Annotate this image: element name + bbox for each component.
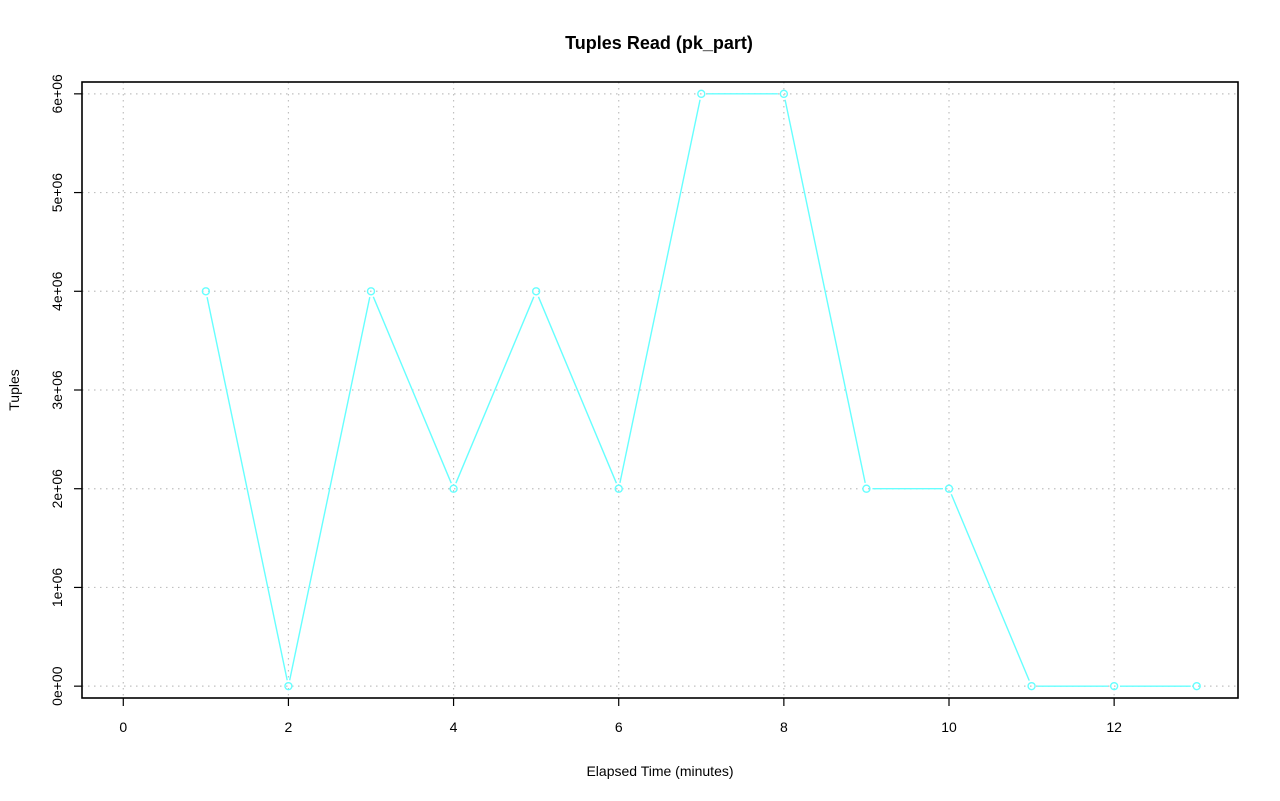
x-axis: 0 2 4 6 8 10 12	[119, 698, 1122, 735]
y-axis: 0e+00 1e+06 2e+06 3e+06 4e+06 5e+06 6e+06	[49, 74, 82, 706]
series-line-segment	[455, 296, 535, 484]
data-point	[779, 89, 789, 99]
y-tick-label: 3e+06	[49, 370, 65, 410]
series-line-segment	[288, 297, 371, 681]
x-tick-label: 10	[941, 719, 957, 735]
data-point	[284, 681, 293, 691]
x-tick-label: 6	[615, 719, 623, 735]
series-line-segment	[784, 99, 866, 483]
grid	[82, 82, 1238, 698]
series-line-segment	[206, 297, 288, 681]
data-point	[366, 287, 376, 296]
x-tick-label: 12	[1106, 719, 1122, 735]
series-layer	[201, 89, 1201, 691]
data-point	[201, 287, 211, 296]
data-point	[1109, 681, 1119, 691]
data-point	[944, 484, 954, 493]
data-point	[449, 484, 458, 493]
series-line-segment	[372, 296, 452, 484]
series-line-segment	[537, 296, 618, 484]
data-point	[862, 484, 871, 493]
y-tick-label: 0e+00	[49, 666, 65, 706]
data-point	[614, 484, 623, 493]
y-tick-label: 2e+06	[49, 469, 65, 509]
y-tick-label: 1e+06	[49, 568, 65, 608]
series-line-segment	[619, 99, 701, 483]
x-tick-label: 8	[780, 719, 788, 735]
y-tick-label: 6e+06	[49, 74, 65, 114]
y-tick-label: 5e+06	[49, 173, 65, 213]
x-tick-label: 4	[450, 719, 458, 735]
data-point	[531, 287, 541, 296]
plot-frame	[81, 81, 1239, 699]
x-tick-label: 0	[119, 719, 127, 735]
data-point	[1027, 681, 1036, 691]
series-line-segment	[950, 493, 1030, 681]
y-axis-label: Tuples	[6, 369, 22, 411]
data-point	[1192, 681, 1201, 691]
chart-title: Tuples Read (pk_part)	[565, 33, 753, 53]
data-point	[697, 89, 706, 99]
y-tick-label: 4e+06	[49, 271, 65, 311]
x-tick-label: 2	[285, 719, 293, 735]
x-axis-label: Elapsed Time (minutes)	[586, 763, 733, 779]
